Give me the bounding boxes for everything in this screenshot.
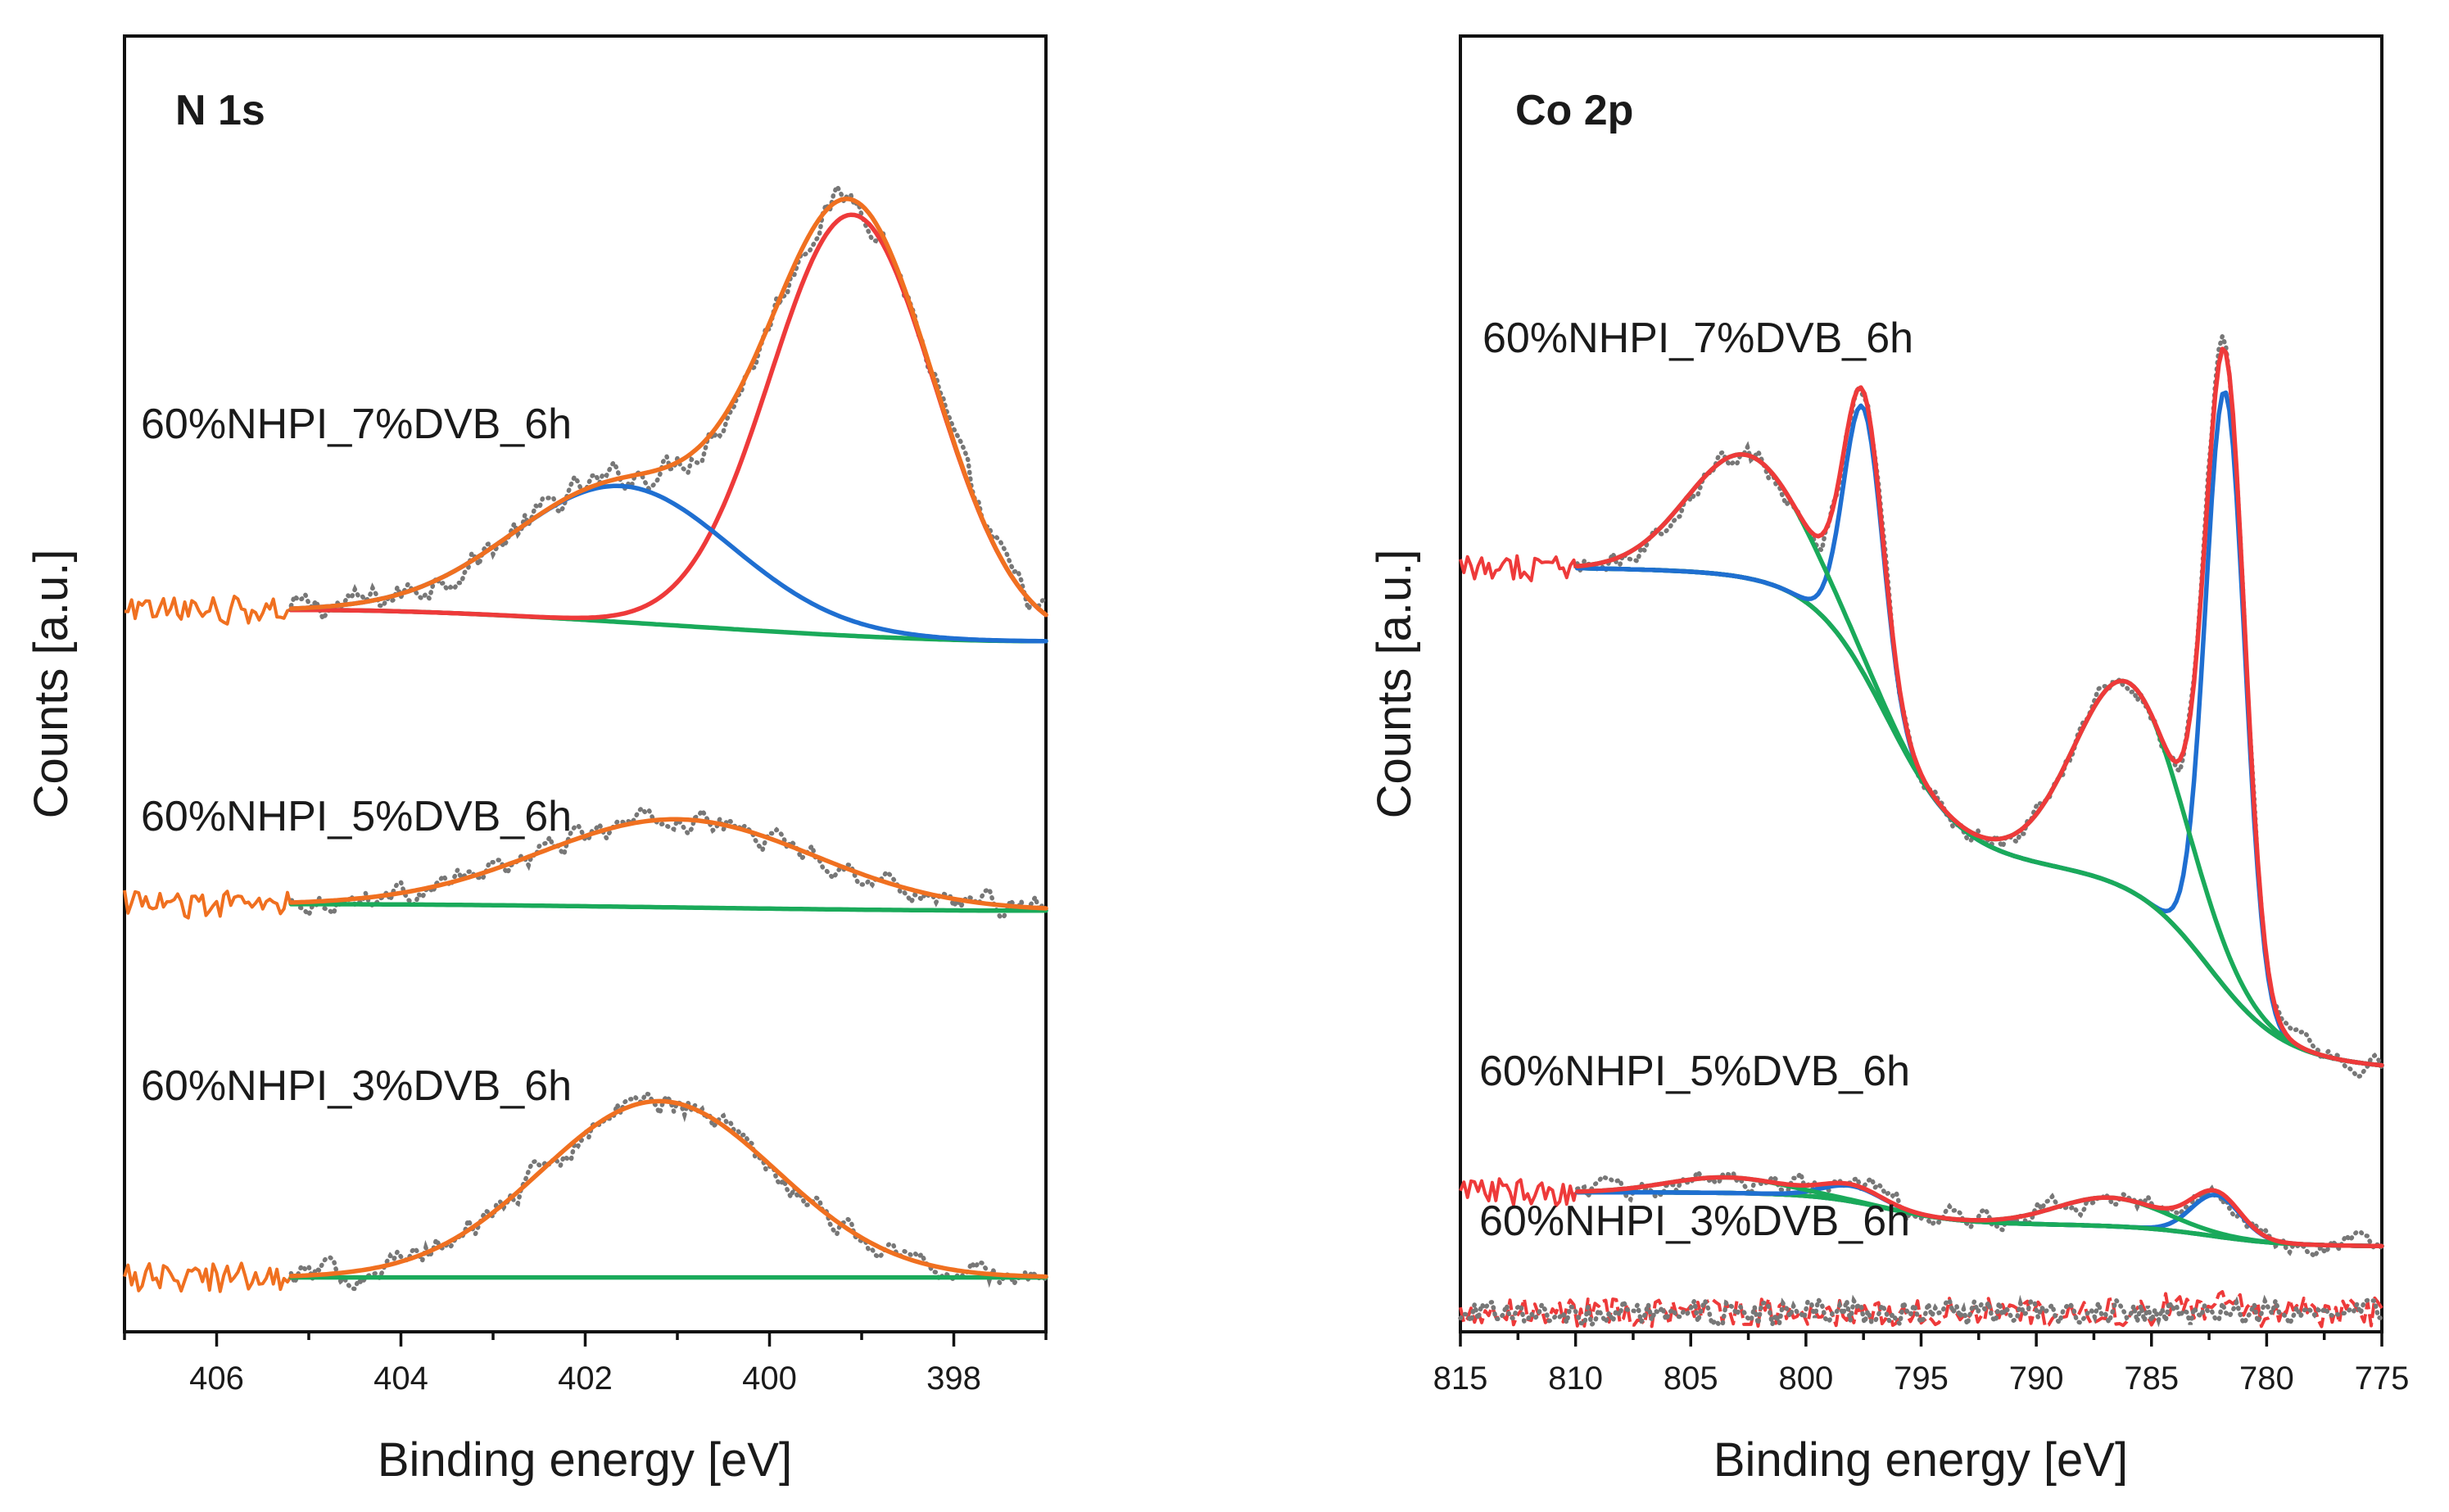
n1s-plot-frame <box>123 34 1048 1333</box>
fit-component-peak <box>1575 403 2384 1068</box>
n1s-series-label-7dvb: 60%NHPI_7%DVB_6h <box>141 401 572 448</box>
x-tick-label: 398 <box>926 1360 981 1397</box>
spectrum-pre-fit-segment <box>1459 1177 1578 1207</box>
co2p-panel-title: Co 2p <box>1515 87 1633 134</box>
x-tick-label: 785 <box>2124 1360 2179 1397</box>
background-line <box>288 902 1048 913</box>
co2p-x-ticks: 815 810 805 800 795 790 785 780 775 <box>1433 1332 2410 1397</box>
n1s-series-label-3dvb: 60%NHPI_3%DVB_6h <box>141 1062 572 1110</box>
x-tick-label: 810 <box>1548 1360 1603 1397</box>
fit-envelope-line <box>1575 1175 2384 1249</box>
n1s-panel: 406 404 402 400 398 N 1s 60%NHPI_7%DVB_6h 60… <box>25 34 1048 1487</box>
fit-component-peak <box>1575 565 2384 1068</box>
co2p-series-label-5dvb: 60%NHPI_5%DVB_6h <box>1479 1048 1910 1095</box>
x-tick-label: 790 <box>2009 1360 2064 1397</box>
co2p-x-axis-title: Binding energy [eV] <box>1713 1433 2128 1487</box>
fit-component-peak <box>288 483 1048 644</box>
x-tick-label: 815 <box>1433 1360 1488 1397</box>
fit-envelope-line <box>288 197 1048 618</box>
co2p-panel: 815 810 805 800 795 790 785 780 775 Co 2p 60%NHP… <box>1368 34 2410 1487</box>
co2p-series-label-3dvb: 60%NHPI_3%DVB_6h <box>1479 1197 1910 1245</box>
x-tick-label: 404 <box>373 1360 428 1397</box>
spectrum-pre-fit-segment <box>123 1261 292 1293</box>
raw-data-points <box>288 1090 1048 1292</box>
raw-data-points <box>1575 328 2384 1080</box>
x-tick-label: 800 <box>1779 1360 1834 1397</box>
x-tick-label: 795 <box>1894 1360 1949 1397</box>
fit-envelope-line <box>288 1098 1048 1279</box>
n1s-x-axis-title: Binding energy [eV] <box>378 1433 792 1487</box>
noisy-spectrum-line <box>1459 1290 2383 1329</box>
fit-envelope-line <box>1575 346 2384 1068</box>
n1s-y-axis-title: Counts [a.u.] <box>25 550 78 819</box>
co2p-series-label-7dvb: 60%NHPI_7%DVB_6h <box>1483 315 1913 362</box>
x-tick-label: 780 <box>2239 1360 2294 1397</box>
x-tick-label: 406 <box>189 1360 244 1397</box>
n1s-series-label-5dvb: 60%NHPI_5%DVB_6h <box>141 793 572 840</box>
x-tick-label: 400 <box>742 1360 797 1397</box>
spectrum-pre-fit-segment <box>124 595 291 626</box>
co2p-plot-frame <box>1459 34 2383 1333</box>
spectrum-pre-fit-segment <box>123 890 292 920</box>
fit-envelope-line <box>288 817 1048 911</box>
x-tick-label: 805 <box>1664 1360 1718 1397</box>
n1s-curves <box>123 181 1048 1293</box>
x-tick-label: 402 <box>558 1360 613 1397</box>
fit-component-peak <box>1575 452 2384 1068</box>
n1s-panel-title: N 1s <box>175 87 265 134</box>
raw-data-points <box>288 804 1048 921</box>
n1s-x-ticks: 406 404 402 400 398 <box>123 1332 1048 1397</box>
x-tick-label: 775 <box>2355 1360 2410 1397</box>
raw-data-points <box>1458 1292 2384 1333</box>
spectrum-pre-fit-segment <box>1459 554 1578 582</box>
co2p-curves <box>1458 328 2384 1333</box>
background-line <box>1575 565 2384 1068</box>
co2p-y-axis-title: Counts [a.u.] <box>1368 550 1421 819</box>
